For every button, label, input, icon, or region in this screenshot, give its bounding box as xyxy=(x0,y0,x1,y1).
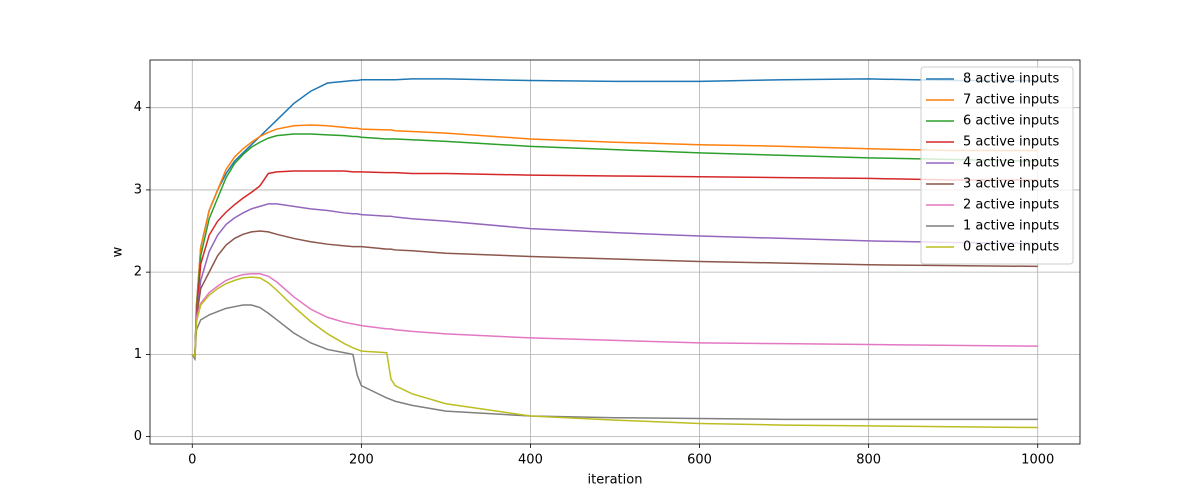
series-line xyxy=(191,203,1038,361)
series-line xyxy=(191,230,1038,361)
y-tick-label: 3 xyxy=(134,182,142,197)
series-line xyxy=(191,304,1038,421)
y-axis-label: w xyxy=(111,246,126,257)
legend-label: 0 active inputs xyxy=(963,240,1059,255)
legend-label: 8 active inputs xyxy=(963,72,1059,87)
y-tick-label: 4 xyxy=(134,100,142,115)
x-tick-label: 600 xyxy=(687,453,712,468)
series-line xyxy=(191,133,1038,361)
legend-label: 1 active inputs xyxy=(963,219,1059,234)
series-line xyxy=(191,273,1038,361)
y-tick-label: 1 xyxy=(134,347,142,362)
x-tick-label: 400 xyxy=(518,453,543,468)
series-line xyxy=(191,124,1038,361)
y-tick-label: 2 xyxy=(134,265,142,280)
legend-label: 6 active inputs xyxy=(963,114,1059,129)
x-tick-label: 1000 xyxy=(1021,453,1054,468)
series-line xyxy=(191,170,1038,361)
legend-label: 2 active inputs xyxy=(963,198,1059,213)
x-tick-label: 800 xyxy=(856,453,881,468)
legend-label: 3 active inputs xyxy=(963,177,1059,192)
legend-label: 4 active inputs xyxy=(963,156,1059,171)
legend: 8 active inputs 7 active inputs 6 active i… xyxy=(920,66,1074,265)
series-line xyxy=(191,78,1038,361)
y-tick-label: 0 xyxy=(134,429,142,444)
plot-frame xyxy=(149,59,1081,445)
x-axis-label: iteration xyxy=(588,473,643,488)
x-tick-label: 200 xyxy=(349,453,374,468)
series-line xyxy=(191,276,1038,429)
legend-box xyxy=(920,66,1074,265)
legend-label: 5 active inputs xyxy=(963,135,1059,150)
x-tick-label: 0 xyxy=(188,453,196,468)
legend-label: 7 active inputs xyxy=(963,93,1059,108)
